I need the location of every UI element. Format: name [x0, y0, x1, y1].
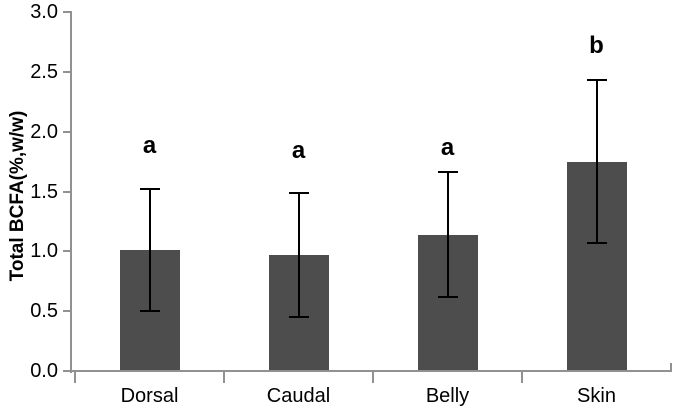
error-bar-cap — [437, 295, 458, 298]
y-axis-tick — [63, 310, 71, 313]
x-axis-tick — [372, 371, 374, 383]
error-bar-line — [446, 172, 449, 297]
significance-letter: a — [291, 136, 306, 164]
error-bar-cap — [586, 241, 607, 244]
y-axis-tick-label: 0.0 — [30, 360, 58, 382]
y-axis-tick — [63, 250, 71, 253]
y-axis-tick-label: 0.5 — [30, 300, 58, 323]
y-axis-tick-label: 2.5 — [30, 60, 58, 83]
error-bar-cap — [288, 316, 309, 319]
error-bar-cap — [139, 310, 160, 313]
x-axis-tick — [223, 371, 225, 383]
y-axis-tick-label: 2.0 — [30, 120, 58, 143]
significance-letter: a — [440, 134, 455, 162]
x-category-label: Belly — [425, 385, 470, 407]
error-bar-line — [595, 80, 598, 243]
y-axis-tick — [63, 11, 71, 13]
y-axis-line — [70, 11, 72, 373]
significance-letter: a — [142, 132, 157, 160]
y-axis-tick — [63, 370, 71, 372]
y-axis-tick — [63, 190, 71, 193]
x-category-label: Dorsal — [120, 385, 179, 407]
error-bar-cap — [586, 79, 607, 82]
x-category-label: Caudal — [266, 385, 331, 407]
error-bar-cap — [437, 171, 458, 174]
y-axis-tick-label: 1.0 — [30, 240, 58, 263]
x-axis-tick — [74, 371, 76, 383]
y-axis-tick — [63, 130, 71, 133]
x-axis-line — [70, 370, 672, 372]
error-bar-line — [148, 189, 151, 312]
y-axis-tick-label: 3.0 — [30, 1, 58, 23]
error-bar-cap — [139, 188, 160, 191]
x-axis-end-tick — [670, 363, 672, 371]
x-axis-tick — [521, 371, 523, 383]
y-axis-tick-label: 1.5 — [30, 180, 58, 203]
x-category-label: Skin — [577, 385, 616, 407]
significance-letter: b — [589, 31, 604, 59]
y-axis-tick — [63, 70, 71, 73]
error-bar-line — [297, 192, 300, 318]
error-bar-cap — [288, 191, 309, 194]
